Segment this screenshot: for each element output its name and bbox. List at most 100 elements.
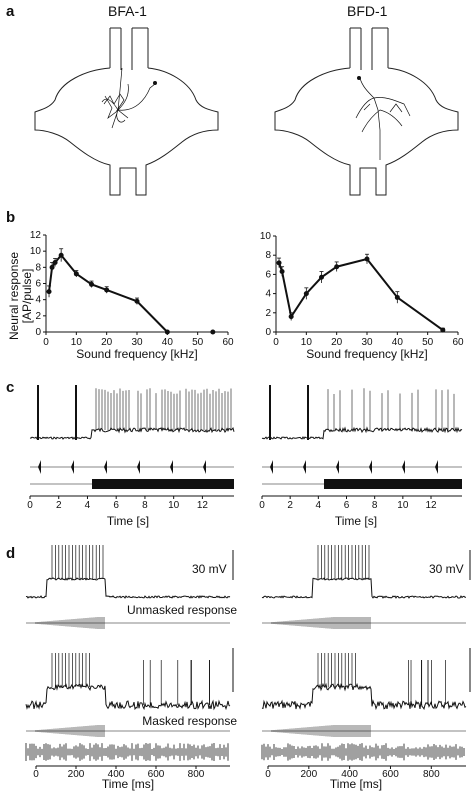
time-tick-label: 0 [27, 500, 33, 511]
membrane-trace [261, 577, 466, 599]
data-point [440, 327, 446, 333]
time-tick-label: 6 [344, 500, 350, 511]
time-tick-label: 12 [197, 500, 209, 511]
stimulus-pulse [303, 460, 306, 474]
neuron-bfa1 [101, 67, 157, 129]
x-tick-label: 40 [162, 337, 174, 348]
scale-label-left: 30 mV [192, 562, 227, 576]
time-tick-label: 400 [341, 769, 358, 780]
data-point [49, 264, 55, 270]
masked-label: Masked response [142, 714, 237, 728]
x-tick-label: 40 [392, 337, 404, 348]
y-tick-label: 0 [35, 327, 41, 338]
stimulus-pulse [203, 460, 206, 474]
membrane-trace [25, 577, 231, 599]
data-point [104, 287, 110, 293]
y-tick-label: 12 [30, 230, 42, 241]
unmasked-label: Unmasked response [127, 603, 237, 617]
panel-c-label: c [6, 379, 14, 396]
panel-a-label: a [6, 3, 15, 20]
time-tick-label: 4 [316, 500, 322, 511]
time-tick-label: 200 [68, 769, 85, 780]
y-tick-label: 6 [35, 279, 41, 290]
xlabel-c-right: Time [s] [335, 514, 377, 528]
data-point [89, 281, 94, 287]
data-point [58, 252, 64, 258]
x-tick-label: 0 [43, 337, 49, 348]
neuron-title-left: BFA-1 [108, 3, 147, 19]
y-tick-label: 2 [265, 308, 271, 319]
recording-c-left [29, 385, 235, 489]
time-tick-label: 8 [372, 500, 378, 511]
stimulus-pulse [104, 460, 107, 474]
time-tick-label: 4 [85, 500, 91, 511]
panel-b-label: b [6, 209, 15, 226]
data-point [334, 264, 340, 270]
x-tick-label: 50 [422, 337, 434, 348]
membrane-trace [261, 426, 463, 440]
time-tick-label: 800 [423, 769, 440, 780]
ylabel-line2: [AP/pulse] [20, 269, 34, 324]
stimulus-pulse [369, 460, 372, 474]
x-tick-label: 20 [101, 337, 113, 348]
stimulus-pulse [402, 460, 405, 474]
time-tick-label: 10 [397, 500, 409, 511]
recording-d-left [25, 545, 231, 761]
time-axis-c: 0 2 4 6 8 10 12 0 2 4 6 8 10 12 [27, 495, 462, 511]
stimulus-pulse [435, 460, 438, 474]
y-tick-label: 6 [265, 269, 271, 280]
x-tick-label: 0 [273, 337, 279, 348]
data-point [279, 269, 285, 275]
ylabel-line1: Neural response [7, 252, 21, 340]
x-tick-label: 60 [452, 337, 464, 348]
neuron-bfd1 [355, 76, 411, 160]
y-tick-label: 2 [35, 311, 41, 322]
y-tick-label: 8 [265, 250, 271, 261]
neuron-title-right: BFD-1 [347, 3, 388, 19]
data-point [73, 271, 79, 277]
time-tick-label: 12 [425, 500, 437, 511]
xlabel-d-left: Time [ms] [102, 777, 154, 791]
xlabel-b-right: Sound frequency [kHz] [306, 347, 427, 361]
data-point [210, 329, 216, 335]
data-point [134, 298, 140, 304]
membrane-trace [25, 683, 231, 711]
x-tick-label: 60 [222, 337, 234, 348]
y-tick-label: 4 [35, 295, 41, 306]
data-point [46, 289, 52, 295]
time-tick-label: 8 [142, 500, 148, 511]
stimulus-pulse [336, 460, 339, 474]
time-tick-label: 200 [300, 769, 317, 780]
data-point [303, 291, 309, 297]
x-tick-label: 50 [192, 337, 204, 348]
series-line [48, 253, 169, 333]
x-tick-label: 30 [131, 337, 143, 348]
data-point [288, 314, 294, 320]
data-point [394, 294, 400, 300]
data-point [364, 256, 370, 262]
stimulus-pulse [270, 460, 273, 474]
masker-noise [324, 479, 462, 489]
time-tick-label: 6 [113, 500, 119, 511]
y-tick-label: 0 [265, 327, 271, 338]
y-tick-label: 10 [30, 246, 42, 257]
y-tick-label: 4 [265, 289, 271, 300]
time-tick-label: 2 [56, 500, 62, 511]
xlabel-c-left: Time [s] [107, 514, 149, 528]
membrane-trace [261, 682, 467, 711]
series-line [278, 257, 444, 331]
data-point [276, 260, 282, 266]
chart-b-right: 0 10 20 30 40 50 60 0 2 4 6 8 10 Sound frequency [kH… [260, 231, 464, 361]
scale-label-right: 30 mV [429, 562, 464, 576]
time-tick-label: 600 [382, 769, 399, 780]
stimulus-pulse [137, 460, 140, 474]
stimulus-pulse [170, 460, 173, 474]
recording-c-right [261, 385, 463, 489]
time-tick-label: 0 [259, 500, 265, 511]
x-tick-label: 20 [331, 337, 343, 348]
y-tick-label: 8 [35, 262, 41, 273]
xlabel-b-left: Sound frequency [kHz] [76, 347, 197, 361]
stimulus-pulse [38, 460, 41, 474]
x-tick-label: 30 [361, 337, 373, 348]
